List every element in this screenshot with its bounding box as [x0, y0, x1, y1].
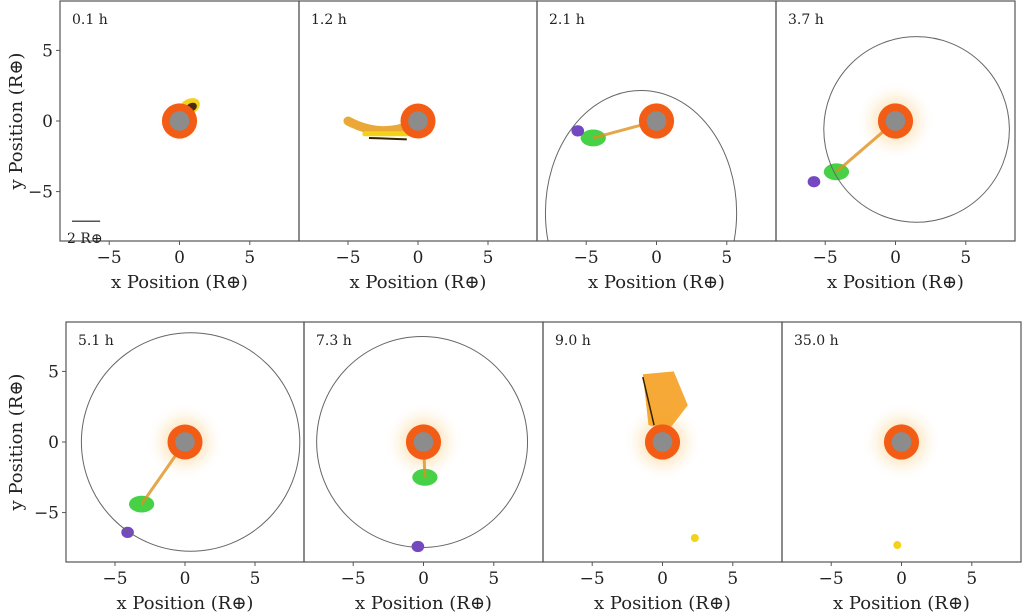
x-tick-label: 5 — [244, 248, 255, 268]
x-axis-label: x Position (R⊕) — [594, 593, 731, 614]
panel-4: 3.7 h −5 0 5 x Position (R⊕) — [775, 0, 1016, 293]
y-tick-label: 0 — [42, 112, 53, 132]
time-label: 5.1 h — [78, 333, 114, 349]
x-tick-label: −5 — [574, 248, 599, 268]
moonlet — [690, 534, 699, 542]
panel-2: 1.2 h −5 0 5 x Position (R⊕) — [298, 0, 538, 293]
debris-clump-purple — [411, 540, 425, 553]
planet-core — [169, 111, 190, 131]
time-label: 7.3 h — [316, 333, 352, 349]
planet-core — [408, 111, 428, 131]
x-tick-label: 0 — [890, 248, 901, 268]
y-axis-label-bottom: y Position (R⊕) — [6, 374, 27, 512]
time-label: 1.2 h — [311, 12, 347, 28]
y-tick-label: 5 — [42, 41, 53, 61]
x-tick-label: 0 — [174, 248, 185, 268]
x-tick-label: 5 — [727, 569, 738, 589]
x-tick-label: 5 — [960, 248, 971, 268]
panel-content — [544, 89, 738, 241]
planet-core — [885, 111, 906, 131]
roche-orbit — [80, 332, 301, 552]
planet-core — [175, 432, 195, 452]
x-axis-label: x Position (R⊕) — [833, 593, 970, 614]
time-label: 35.0 h — [794, 333, 839, 349]
roche-orbit — [544, 89, 738, 241]
x-tick-label: 5 — [721, 248, 732, 268]
x-axis-label: x Position (R⊕) — [117, 593, 254, 614]
x-tick-label: 0 — [896, 569, 907, 589]
panel-content — [807, 36, 1010, 223]
x-tick-label: −5 — [102, 569, 127, 589]
x-axis-label: x Position (R⊕) — [588, 272, 725, 293]
debris-clump-green — [580, 129, 606, 147]
debris-arm-edge — [368, 136, 407, 141]
x-tick-label: 0 — [413, 248, 424, 268]
planet-core — [413, 432, 434, 452]
x-axis-label: x Position (R⊕) — [827, 272, 964, 293]
debris-plume — [642, 371, 688, 431]
debris-clump-purple — [121, 526, 134, 538]
x-axis-label: x Position (R⊕) — [355, 593, 492, 614]
x-tick-label: 5 — [488, 569, 499, 589]
x-tick-label: −5 — [335, 248, 360, 268]
panel-content — [157, 98, 202, 144]
panel-content — [316, 336, 529, 553]
planet-core — [891, 432, 912, 452]
panel-content — [862, 402, 941, 550]
panel-content — [343, 98, 441, 144]
x-axis-label: x Position (R⊕) — [111, 272, 248, 293]
roche-orbit — [823, 36, 1010, 223]
x-tick-label: −5 — [97, 248, 122, 268]
debris-clump-purple — [571, 125, 585, 137]
x-tick-label: 0 — [651, 248, 662, 268]
time-label: 9.0 h — [555, 333, 591, 349]
planet-core — [646, 111, 667, 131]
x-tick-label: 5 — [483, 248, 494, 268]
roche-orbit — [316, 336, 529, 548]
y-tick-label: 5 — [48, 362, 59, 382]
panel-content — [80, 332, 301, 552]
panel-content — [623, 371, 702, 542]
scale-bar-label: 2 R⊕ — [67, 231, 103, 247]
plume-edge — [642, 376, 655, 426]
y-axis-label-top: y Position (R⊕) — [6, 53, 27, 191]
planet-core — [652, 432, 673, 452]
debris-clump-purple — [807, 176, 821, 188]
x-tick-label: −5 — [341, 569, 366, 589]
panel-8: 35.0 h −5 0 5 x Position (R⊕) — [781, 321, 1022, 614]
y-tick-label: −5 — [34, 504, 59, 524]
x-tick-label: 0 — [180, 569, 191, 589]
x-tick-label: −5 — [813, 248, 838, 268]
x-tick-label: 5 — [250, 569, 261, 589]
moonlet — [893, 541, 902, 550]
panel-7: 9.0 h −5 0 5 x Position (R⊕) — [542, 321, 783, 614]
time-label: 2.1 h — [549, 12, 585, 28]
panel-6: 7.3 h −5 0 5 x Position (R⊕) — [303, 321, 544, 614]
time-label: 0.1 h — [72, 12, 108, 28]
x-tick-label: 5 — [966, 569, 977, 589]
time-label: 3.7 h — [788, 12, 824, 28]
x-axis-label: x Position (R⊕) — [350, 272, 487, 293]
x-tick-label: 0 — [418, 569, 429, 589]
y-tick-label: 0 — [48, 433, 59, 453]
panel-1: 0.1 h−5 0 5x Position (R⊕)50−52 R⊕ — [28, 0, 300, 293]
x-tick-label: −5 — [819, 569, 844, 589]
x-tick-label: 0 — [657, 569, 668, 589]
x-tick-label: −5 — [580, 569, 605, 589]
y-tick-label: −5 — [28, 183, 53, 203]
panel-5: 5.1 h −5 0 5 x Position (R⊕) 5 0 −5 — [34, 321, 305, 614]
panel-3: 2.1 h −5 0 5 x Position (R⊕) — [536, 0, 777, 293]
